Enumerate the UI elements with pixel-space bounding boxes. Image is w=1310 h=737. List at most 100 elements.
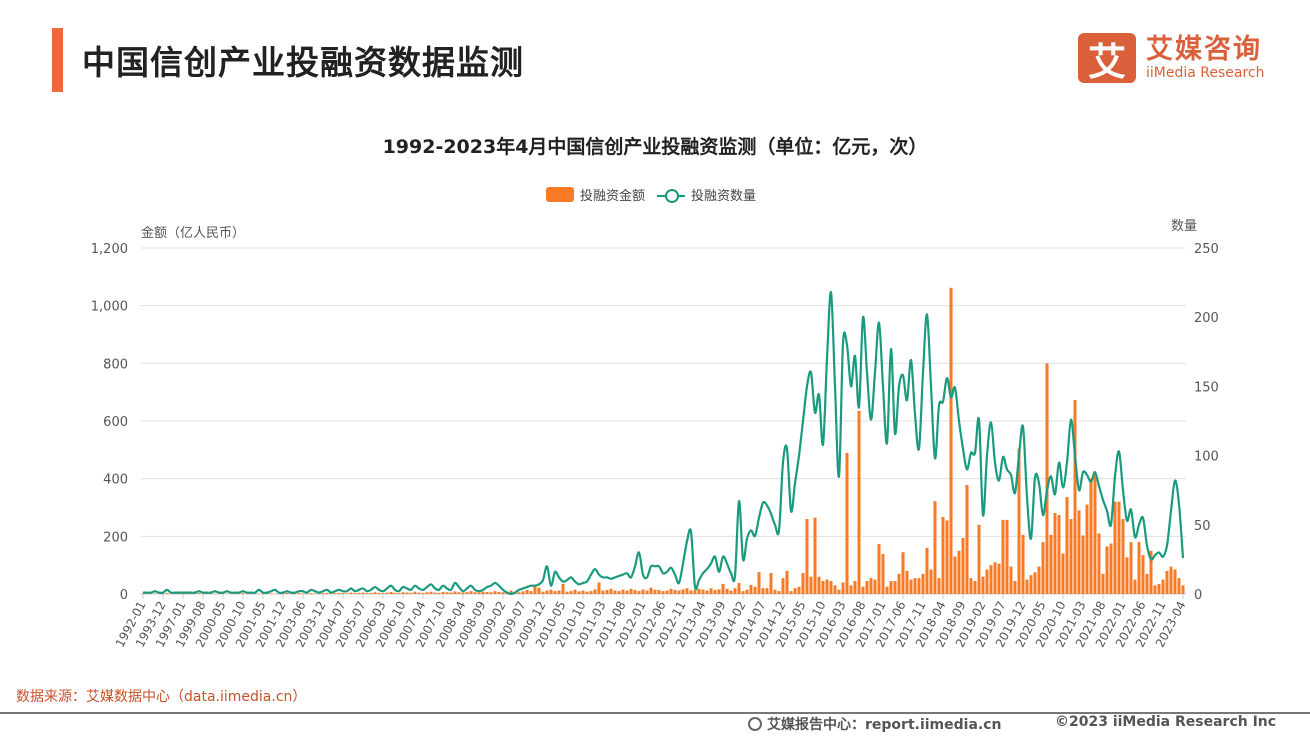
amount-bar: [761, 588, 765, 594]
x-tick-label: 2023-04: [1153, 599, 1189, 650]
amount-bar: [753, 586, 757, 594]
page-title: 中国信创产业投融资数据监测: [82, 43, 524, 82]
amount-bar: [1181, 585, 1185, 594]
left-tick-label: 800: [103, 357, 128, 372]
amount-bar: [233, 593, 237, 594]
amount-bar: [1165, 570, 1169, 594]
amount-bar: [653, 589, 657, 594]
x-tick-label: 2020-05: [1013, 599, 1049, 650]
amount-bar: [989, 565, 993, 594]
amount-bar: [829, 581, 833, 594]
amount-bar: [417, 592, 421, 594]
amount-bar: [493, 591, 497, 594]
legend-count-label[interactable]: 投融资数量: [691, 189, 757, 204]
left-tick-label: 1,200: [91, 242, 128, 257]
amount-bar: [1081, 535, 1085, 594]
x-tick-label: 2018-09: [933, 599, 969, 650]
amount-bar: [1077, 510, 1081, 594]
amount-bar: [973, 581, 977, 594]
amount-bar: [425, 592, 429, 594]
amount-bar: [781, 578, 785, 594]
amount-bar: [1113, 501, 1117, 594]
x-tick-label: 2019-07: [973, 599, 1009, 650]
amount-bar: [377, 592, 381, 594]
amount-bar: [633, 589, 637, 594]
amount-bar: [1109, 543, 1113, 594]
report-center-link[interactable]: 艾媒报告中心：report.iimedia.cn: [767, 717, 1002, 733]
amount-bar: [1005, 519, 1009, 594]
amount-bar: [1129, 542, 1133, 594]
amount-bar: [961, 538, 965, 594]
amount-bar: [613, 590, 617, 594]
amount-bar: [705, 590, 709, 594]
chart-title: 1992-2023年4月中国信创产业投融资监测（单位：亿元，次）: [382, 136, 928, 158]
amount-bar: [469, 591, 473, 594]
amount-bar: [269, 593, 273, 594]
amount-bar: [581, 590, 585, 594]
legend-bar-swatch[interactable]: [546, 187, 574, 202]
amount-bar: [609, 588, 613, 594]
amount-bar: [577, 591, 581, 594]
amount-bar: [941, 517, 945, 594]
amount-bar: [801, 572, 805, 594]
right-tick-label: 0: [1194, 588, 1202, 603]
x-tick-label: 2012-06: [633, 599, 669, 650]
right-axis-title: 数量: [1171, 219, 1198, 234]
amount-bar: [1177, 578, 1181, 594]
amount-bar: [1013, 581, 1017, 594]
amount-bar: [1097, 533, 1101, 594]
amount-bar: [749, 585, 753, 594]
amount-bar: [437, 592, 441, 594]
amount-bar: [785, 570, 789, 594]
amount-bar: [1169, 566, 1173, 594]
report-center[interactable]: 艾媒报告中心：report.iimedia.cn: [748, 714, 1002, 734]
legend-line-swatch[interactable]: [657, 188, 686, 203]
amount-bar: [441, 591, 445, 594]
amount-bar: [573, 589, 577, 594]
amount-bar: [321, 593, 325, 594]
amount-bar: [661, 591, 665, 594]
amount-bar: [757, 572, 761, 594]
amount-bar: [1073, 399, 1077, 594]
amount-bar: [685, 588, 689, 594]
amount-bar: [889, 581, 893, 594]
amount-bar: [789, 591, 793, 594]
amount-bar: [477, 592, 481, 594]
amount-bar: [805, 519, 809, 594]
amount-bar: [1133, 579, 1137, 594]
title-accent-bar: [52, 28, 63, 92]
amount-bar: [1089, 478, 1093, 594]
amount-bar: [693, 589, 697, 594]
x-tick-label: 2022-11: [1133, 599, 1169, 650]
amount-bar: [209, 593, 213, 594]
amount-bar: [997, 563, 1001, 594]
amount-bar: [241, 593, 245, 594]
amount-bar: [345, 593, 349, 594]
amount-bar: [1105, 546, 1109, 594]
x-tick-label: 2000-10: [213, 599, 249, 650]
amount-bar: [981, 576, 985, 594]
amount-bar: [605, 589, 609, 594]
amount-bar: [1117, 501, 1121, 594]
amount-bar: [689, 590, 693, 594]
logo-mark-icon: 艾: [1078, 33, 1136, 84]
amount-bar: [393, 592, 397, 594]
legend-amount-label[interactable]: 投融资金额: [580, 189, 646, 204]
x-tick-label: 2009-02: [473, 599, 509, 650]
x-tick-label: 2013-04: [673, 599, 709, 650]
amount-bar: [621, 589, 625, 594]
amount-bar: [873, 579, 877, 594]
amount-bar: [849, 585, 853, 594]
x-tick-label: 2022-01: [1093, 599, 1129, 650]
amount-bar: [449, 592, 453, 594]
amount-bar: [665, 590, 669, 594]
x-tick-label: 2004-07: [313, 599, 349, 650]
x-tick-label: 2007-04: [393, 599, 429, 650]
amount-bar: [197, 593, 201, 594]
amount-bar: [837, 589, 841, 594]
amount-bar: [733, 588, 737, 594]
amount-bar: [1017, 448, 1021, 594]
amount-bar: [929, 569, 933, 594]
amount-bar: [313, 593, 317, 594]
left-tick-label: 1,000: [91, 300, 128, 315]
